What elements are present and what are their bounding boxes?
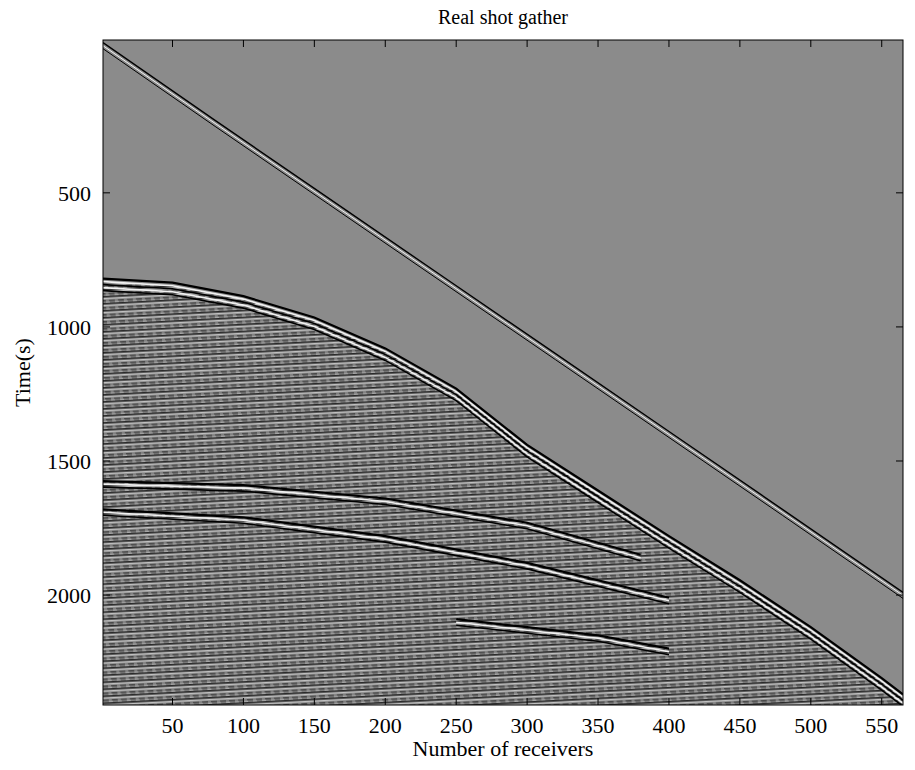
- x-tick: [668, 698, 669, 705]
- y-tick: [896, 326, 903, 327]
- x-tick: [881, 40, 882, 47]
- chart: 50 100 150 200 250 300 350 400 450 500 550 500 1000 1…: [0, 0, 915, 770]
- x-tick: [527, 40, 528, 47]
- x-axis-title: Number of receivers: [413, 736, 594, 761]
- wavelet-lobe: [103, 46, 903, 596]
- x-tick-label: 550: [865, 713, 898, 738]
- x-tick: [456, 40, 457, 47]
- event-line: [103, 279, 903, 695]
- x-tick: [243, 698, 244, 705]
- y-tick-label: 500: [58, 181, 91, 206]
- x-tick-label: 150: [298, 713, 331, 738]
- x-tick: [881, 698, 882, 705]
- y-tick: [103, 460, 110, 461]
- noise-region: [103, 279, 903, 705]
- x-tick: [314, 698, 315, 705]
- y-axis-title: Time(s): [10, 338, 35, 407]
- x-tick-label: 250: [440, 713, 473, 738]
- wavelet-lobe: [103, 282, 903, 698]
- y-tick: [896, 192, 903, 193]
- plot-area: [103, 43, 903, 705]
- x-tick: [810, 40, 811, 47]
- title: Real shot gather: [438, 6, 568, 29]
- wavelet-lobe: [103, 512, 669, 600]
- event-line: [103, 481, 641, 555]
- event-line: [103, 43, 903, 593]
- x-tick: [527, 698, 528, 705]
- x-tick: [314, 40, 315, 47]
- x-tick-label: 400: [652, 713, 685, 738]
- wavelet-lobe: [103, 484, 641, 558]
- y-tick: [896, 595, 903, 596]
- y-tick: [103, 326, 110, 327]
- wavelet-lobe: [103, 291, 903, 705]
- wavelet-lobe: [456, 625, 669, 655]
- wavelet-lobe: [103, 288, 903, 704]
- x-tick-label: 500: [794, 713, 827, 738]
- x-tick-label: 350: [582, 713, 615, 738]
- y-tick: [103, 192, 110, 193]
- x-tick-label: 100: [227, 713, 260, 738]
- y-tick-label: 1500: [47, 449, 91, 474]
- x-tick: [810, 698, 811, 705]
- x-tick: [172, 40, 173, 47]
- x-tick: [739, 698, 740, 705]
- y-tick: [896, 460, 903, 461]
- x-tick: [172, 698, 173, 705]
- x-tick-label: 300: [511, 713, 544, 738]
- x-tick: [598, 40, 599, 47]
- x-tick: [668, 40, 669, 47]
- x-tick-label: 200: [369, 713, 402, 738]
- x-tick-label: 50: [162, 713, 184, 738]
- y-tick-label: 2000: [47, 583, 91, 608]
- wavelet-lobe: [103, 49, 903, 599]
- x-tick: [456, 698, 457, 705]
- x-tick: [243, 40, 244, 47]
- y-tick-label: 1000: [47, 315, 91, 340]
- x-tick-label: 450: [723, 713, 756, 738]
- y-tick: [103, 595, 110, 596]
- event-line: [456, 619, 669, 649]
- plot-background: [103, 40, 903, 705]
- event-line: [103, 509, 669, 597]
- wavelet-lobe: [103, 515, 669, 603]
- plot-frame: [103, 40, 903, 705]
- x-tick: [598, 698, 599, 705]
- x-tick: [385, 698, 386, 705]
- x-tick: [385, 40, 386, 47]
- wavelet-lobe: [103, 285, 903, 701]
- x-tick: [739, 40, 740, 47]
